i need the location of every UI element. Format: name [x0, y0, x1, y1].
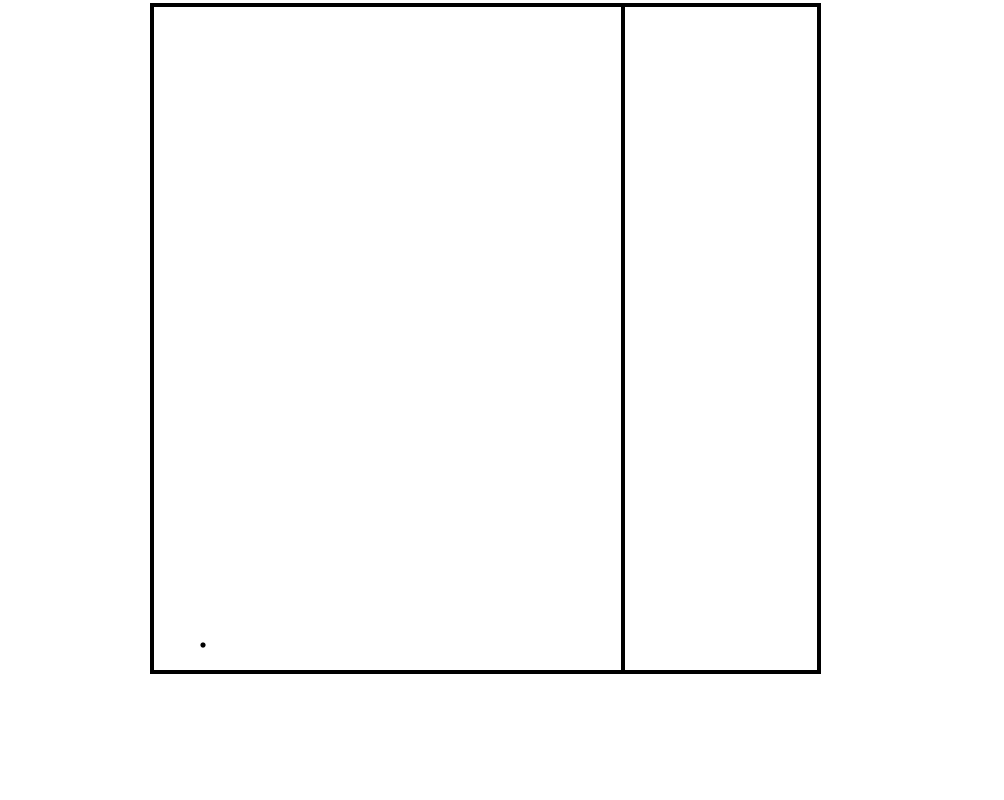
right-panel-frame [621, 3, 821, 674]
left-panel-frame [150, 3, 625, 674]
stray-speck [200, 642, 206, 648]
left-panel-axes [150, 3, 625, 674]
right-panel-axes [621, 3, 821, 674]
